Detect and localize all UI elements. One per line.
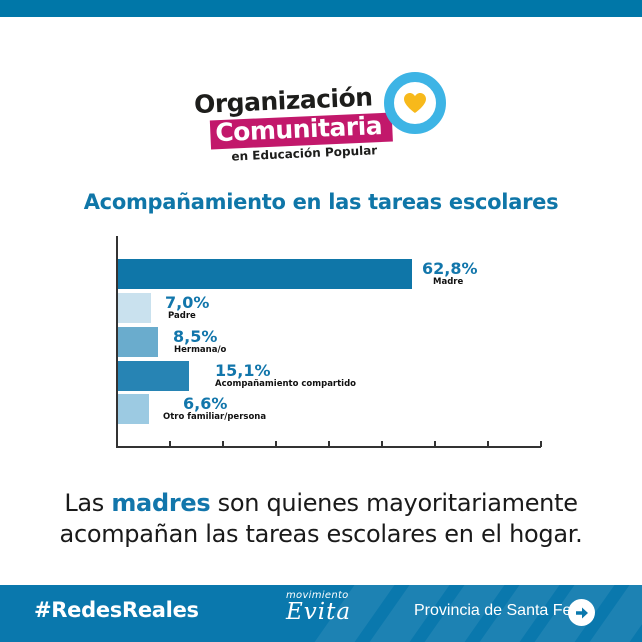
x-axis-tick [487,441,489,447]
hashtag-link[interactable]: #RedesReales [34,598,199,622]
x-axis-tick [381,441,383,447]
x-axis [116,446,541,448]
bar-4 [118,394,149,424]
bar-value-label: 8,5% [173,327,218,346]
x-axis-tick [540,441,542,447]
bar-value-label: 62,8% [422,259,478,278]
summary-highlight: madres [111,489,211,517]
bar-category-label: Padre [168,311,196,321]
bar-value-label: 15,1% [215,361,271,380]
brand-small: movimiento [286,590,349,601]
heart-icon [404,93,426,113]
x-axis-tick [328,441,330,447]
bar-value-label: 6,6% [183,394,228,413]
bar-2 [118,327,158,357]
org-logo: Organización Comunitaria en Educación Po… [0,0,642,170]
x-axis-tick [222,441,224,447]
summary-post: son quienes mayoritariamente acompañan l… [59,489,583,548]
bar-0 [118,259,412,289]
footer: #RedesReales movimiento Evita Provincia … [0,585,642,642]
heart-in-ring-icon [384,72,446,134]
bar-category-label: Madre [433,277,464,287]
x-axis-tick [169,441,171,447]
arrow-right-circle-icon[interactable] [568,599,595,626]
movimiento-evita-logo: movimiento Evita [286,590,351,625]
summary-text: Las madres son quienes mayoritariamente … [0,488,642,550]
summary-pre: Las [64,489,112,517]
y-axis [116,236,118,448]
bar-category-label: Hermana/o [174,345,227,355]
x-axis-tick [275,441,277,447]
province-link[interactable]: Provincia de Santa Fe [414,602,572,619]
bar-value-label: 7,0% [165,293,210,312]
bar-1 [118,293,151,323]
chart-title: Acompañamiento en las tareas escolares [83,190,559,214]
bar-category-label: Acompañamiento compartido [215,379,357,389]
bar-chart: 62,8% Madre 7,0% Padre 8,5% Hermana/o 15,1% Aco… [116,236,542,448]
bar-category-label: Otro familiar/persona [163,412,267,422]
top-bar [0,0,642,17]
bar-3 [118,361,189,391]
arrow-right-icon [575,607,588,618]
x-axis-tick [434,441,436,447]
brand-main: Evita [286,599,352,625]
